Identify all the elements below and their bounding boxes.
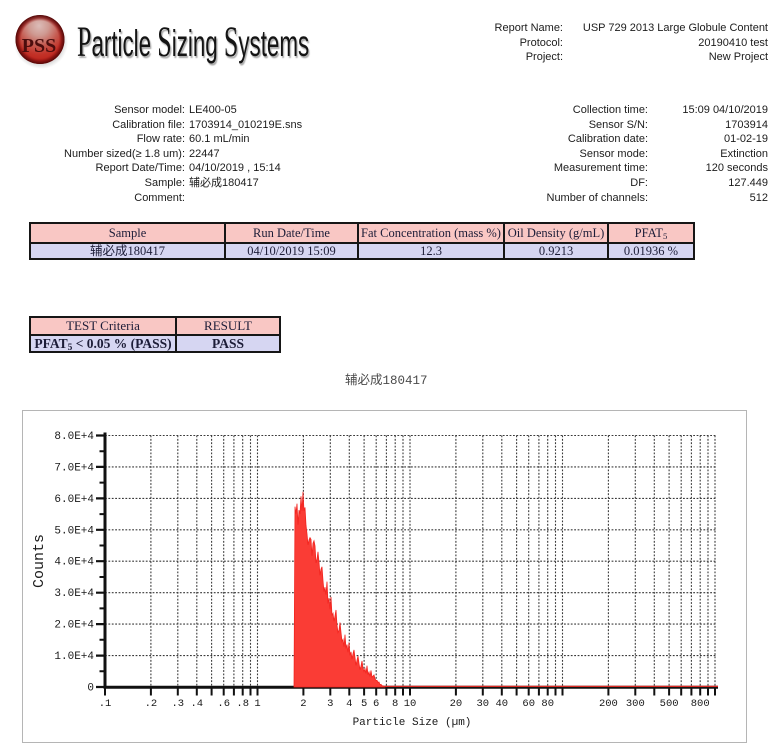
svg-text:10: 10 <box>404 698 417 710</box>
svg-text:8: 8 <box>392 698 398 710</box>
svg-text:20: 20 <box>450 698 463 710</box>
svg-text:0: 0 <box>87 683 94 695</box>
svg-text:60: 60 <box>522 698 535 710</box>
svg-text:40: 40 <box>495 698 508 710</box>
svg-text:6: 6 <box>373 698 379 710</box>
svg-text:200: 200 <box>599 698 618 710</box>
svg-text:30: 30 <box>476 698 489 710</box>
svg-text:80: 80 <box>541 698 554 710</box>
svg-text:300: 300 <box>626 698 645 710</box>
svg-text:.3: .3 <box>171 698 184 710</box>
svg-text:.6: .6 <box>217 698 230 710</box>
svg-text:500: 500 <box>660 698 679 710</box>
svg-text:6.0E+4: 6.0E+4 <box>54 494 94 506</box>
svg-text:5: 5 <box>361 698 367 710</box>
svg-text:800: 800 <box>691 698 710 710</box>
svg-text:.4: .4 <box>190 698 203 710</box>
svg-text:PSS: PSS <box>22 35 56 57</box>
svg-text:3.0E+4: 3.0E+4 <box>54 588 94 600</box>
svg-text:7.0E+4: 7.0E+4 <box>54 462 94 474</box>
svg-text:2: 2 <box>300 698 306 710</box>
svg-text:1: 1 <box>254 698 260 710</box>
svg-text:1.0E+4: 1.0E+4 <box>54 651 94 663</box>
svg-text:8.0E+4: 8.0E+4 <box>54 431 94 443</box>
svg-text:3: 3 <box>327 698 333 710</box>
svg-text:4: 4 <box>346 698 352 710</box>
svg-text:.2: .2 <box>145 698 158 710</box>
svg-text:.1: .1 <box>99 698 112 710</box>
svg-text:Counts: Counts <box>31 534 48 588</box>
svg-text:Particle Size (µm): Particle Size (µm) <box>353 717 472 729</box>
svg-text:5.0E+4: 5.0E+4 <box>54 525 94 537</box>
svg-text:4.0E+4: 4.0E+4 <box>54 557 94 569</box>
svg-text:.8: .8 <box>236 698 249 710</box>
svg-text:2.0E+4: 2.0E+4 <box>54 620 94 632</box>
